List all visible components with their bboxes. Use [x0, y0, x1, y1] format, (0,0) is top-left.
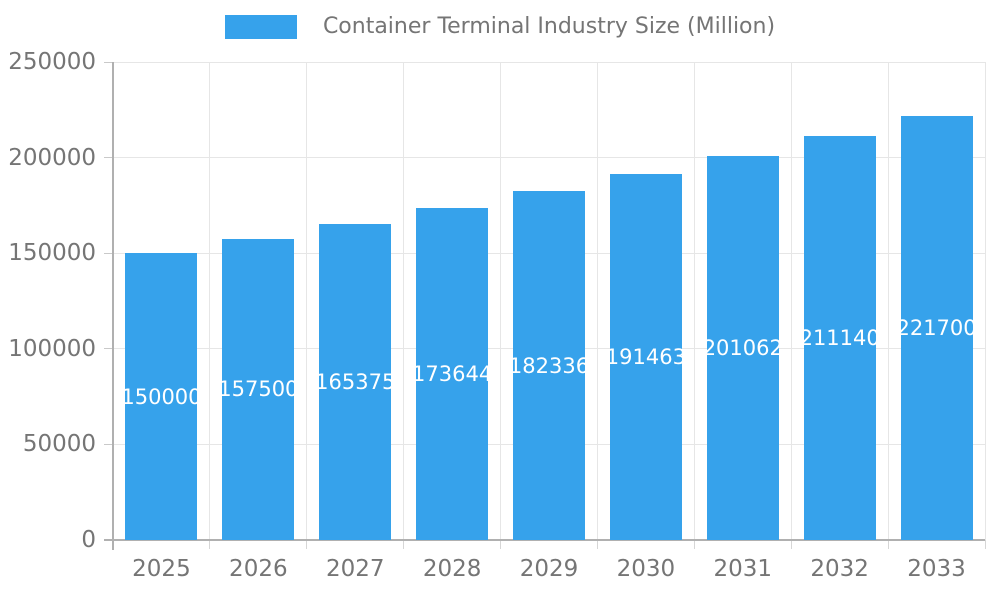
bar-value-label: 165375	[319, 369, 392, 394]
bar-value-label: 173644	[416, 361, 489, 386]
bar-value-label: 150000	[125, 384, 198, 409]
v-gridline	[887, 62, 889, 540]
y-axis-tick-label: 150000	[8, 240, 96, 267]
y-axis-tick-label: 100000	[8, 335, 96, 362]
x-axis-label: 2033	[907, 556, 966, 582]
bar-value-label: 157500	[222, 377, 295, 402]
bar-value-label: 201062	[706, 335, 779, 360]
x-axis-tick	[306, 540, 308, 549]
x-axis-label: 2027	[325, 556, 385, 582]
x-axis-label: 2029	[519, 556, 579, 582]
y-axis-tick	[104, 443, 113, 445]
legend[interactable]: Container Terminal Industry Size (Millio…	[0, 14, 1000, 39]
bar[interactable]: 201062	[706, 155, 779, 540]
h-gridline	[113, 61, 985, 63]
legend-label: Container Terminal Industry Size (Millio…	[322, 14, 776, 39]
bar[interactable]: 173644	[416, 207, 489, 540]
y-axis-tick	[104, 539, 113, 541]
x-axis-label: 2031	[713, 556, 773, 582]
v-gridline	[500, 62, 502, 540]
bar[interactable]: 165375	[319, 223, 392, 540]
x-axis-tick	[500, 540, 502, 549]
bar[interactable]: 221700	[900, 116, 973, 540]
y-axis-tick	[104, 252, 113, 254]
bar[interactable]: 182336	[513, 191, 585, 540]
y-axis-tick	[104, 348, 113, 350]
x-axis-tick	[112, 540, 114, 549]
v-gridline	[790, 62, 792, 540]
bar-value-label: 211140	[803, 326, 876, 351]
bar[interactable]: 150000	[125, 253, 198, 540]
x-axis-label: 2032	[810, 556, 869, 582]
v-gridline	[693, 62, 695, 540]
v-gridline	[984, 62, 986, 540]
x-axis-tick	[984, 540, 986, 549]
x-axis-tick	[209, 540, 211, 549]
y-axis-tick-label: 250000	[8, 49, 96, 75]
y-axis-tick	[104, 157, 113, 159]
v-gridline	[403, 62, 405, 540]
x-axis-tick	[693, 540, 695, 549]
bar-value-label: 221700	[900, 316, 973, 341]
bar[interactable]: 211140	[803, 136, 876, 540]
bar-value-label: 191463	[609, 344, 682, 369]
y-axis-tick	[104, 61, 113, 63]
bar-value-label: 182336	[513, 353, 585, 378]
v-gridline	[306, 62, 308, 540]
x-axis-tick	[887, 540, 889, 549]
y-axis-line	[112, 62, 114, 550]
y-axis-tick-label: 200000	[8, 144, 96, 171]
x-axis-label: 2028	[422, 556, 482, 582]
legend-swatch-icon	[224, 14, 297, 39]
bar[interactable]: 191463	[609, 173, 682, 540]
x-axis-tick	[403, 540, 405, 549]
y-axis-tick-label: 0	[81, 527, 96, 553]
v-gridline	[596, 62, 598, 540]
bar[interactable]: 157500	[222, 238, 295, 540]
y-axis-tick-label: 50000	[22, 431, 96, 458]
x-axis-label: 2030	[616, 556, 676, 582]
x-axis-tick	[790, 540, 792, 549]
x-axis-tick	[596, 540, 598, 549]
v-gridline	[209, 62, 211, 540]
x-axis-label: 2025	[132, 556, 191, 582]
x-axis-label: 2026	[229, 556, 288, 582]
